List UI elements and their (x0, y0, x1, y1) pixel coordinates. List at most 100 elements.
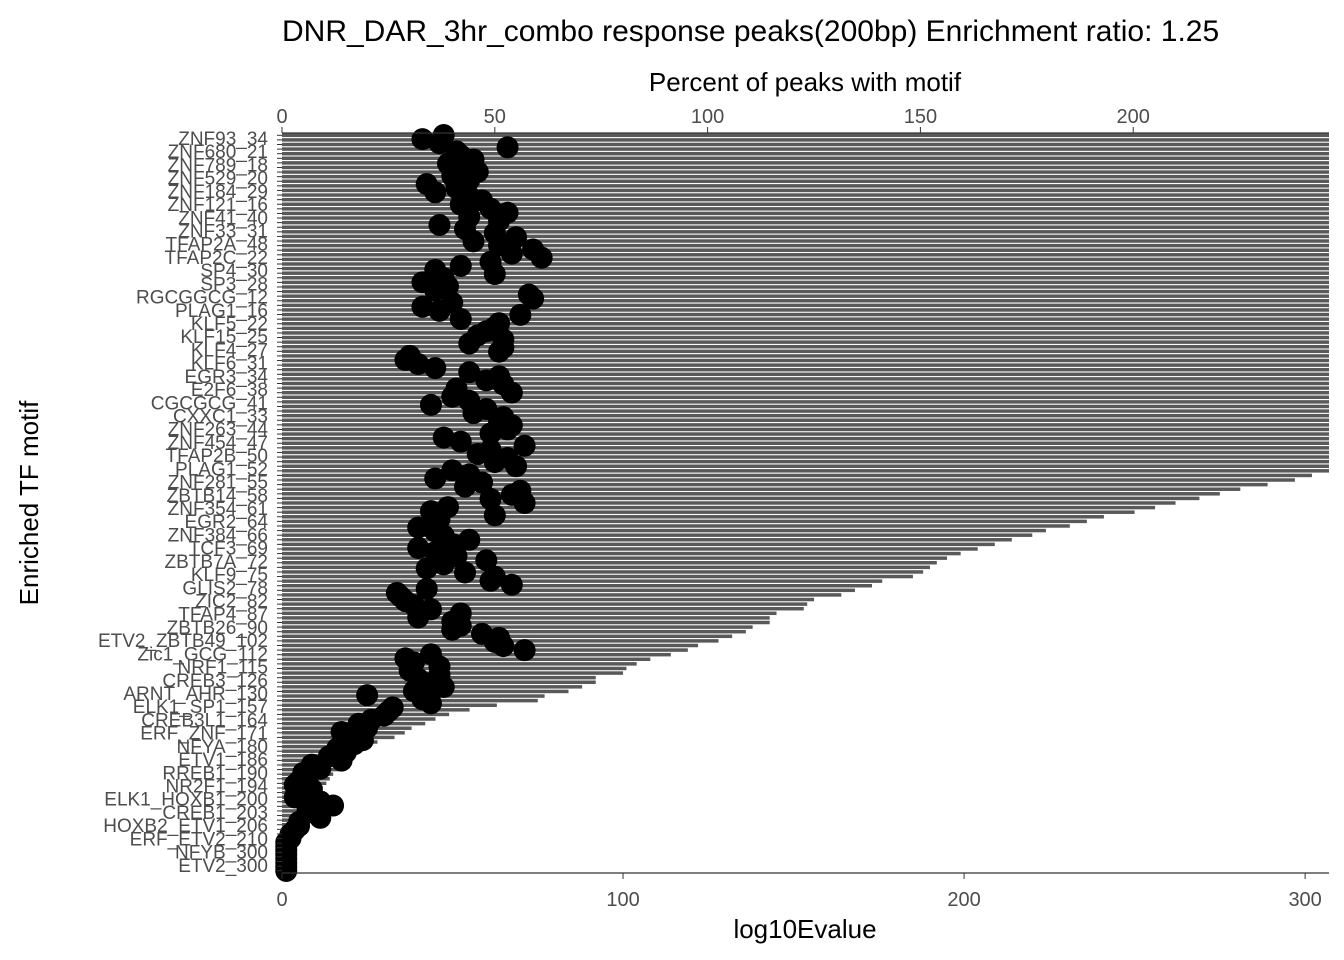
bar-49 (282, 358, 1329, 363)
point-180 (275, 859, 298, 882)
bar-17 (282, 211, 1329, 216)
y-label-12: RGCGGCG_12 (136, 288, 268, 309)
bar-55 (282, 386, 1329, 390)
bar-18 (282, 216, 1329, 220)
bar-29 (282, 266, 1329, 271)
bar-31 (282, 276, 1329, 280)
bar-106 (282, 620, 770, 625)
point-121 (441, 618, 464, 641)
point-135 (432, 675, 455, 698)
y-label-9: TFAP2C_22 (165, 248, 269, 269)
bar-30 (282, 271, 1329, 275)
bar-61 (282, 413, 1329, 418)
point-167 (309, 806, 332, 829)
y-label-3: ZNF529_20 (168, 169, 268, 190)
bar-112 (282, 648, 688, 652)
bar-2 (282, 142, 1329, 147)
bar-36 (282, 299, 1329, 303)
bar-94 (282, 565, 930, 570)
bar-84 (282, 519, 1087, 524)
point-153 (330, 749, 353, 772)
point-34 (483, 263, 506, 286)
bar-53 (282, 377, 1329, 381)
point-60 (475, 369, 498, 392)
point-30 (530, 246, 553, 269)
bar-23 (282, 239, 1329, 243)
y-label-18: EGR3_34 (185, 367, 269, 388)
point-57 (424, 357, 447, 380)
point-40 (522, 287, 545, 310)
bar-38 (282, 308, 1329, 312)
point-96 (407, 516, 430, 539)
point-104 (475, 549, 498, 572)
point-75 (449, 430, 472, 453)
point-29 (500, 242, 523, 265)
bar-77 (282, 487, 1241, 491)
bar-102 (282, 602, 808, 606)
point-105 (432, 553, 455, 576)
bar-93 (282, 561, 937, 565)
point-72 (496, 418, 519, 441)
bar-69 (282, 450, 1329, 455)
y-label-13: PLAG1_16 (175, 301, 268, 322)
bar-98 (282, 583, 872, 588)
y-label-24: TFAP2B_50 (166, 446, 268, 467)
y-label-16: KLF4_27 (191, 340, 268, 361)
point-44 (509, 303, 532, 326)
y-label-11: SP3_28 (200, 274, 268, 295)
point-74 (432, 426, 455, 449)
point-125 (492, 635, 515, 658)
x-axis-title: log10Evalue (733, 914, 876, 944)
bar-66 (282, 436, 1329, 441)
point-63 (500, 381, 523, 404)
y-label-54: NFYB_300 (175, 843, 268, 864)
point-101 (407, 536, 430, 559)
bar-88 (282, 538, 1012, 542)
point-107 (454, 561, 477, 584)
point-45 (449, 308, 472, 331)
bar-99 (282, 588, 855, 593)
y-label-26: ZNF281_55 (168, 473, 268, 494)
bar-115 (282, 662, 637, 666)
bar-65 (282, 432, 1329, 436)
y-label-55: ETV2_300 (178, 856, 268, 877)
y-label-42: ARNT_AHR_130 (123, 684, 268, 705)
bar-6 (282, 161, 1329, 165)
point-85 (471, 471, 494, 494)
y-label-19: E2F6_38 (191, 380, 268, 401)
y-label-36: TFAP4_87 (178, 605, 268, 626)
bar-75 (282, 478, 1295, 482)
point-64 (441, 385, 464, 408)
bar-4 (282, 151, 1329, 156)
bars-layer (282, 133, 1329, 873)
y-label-37: ZBTB26_90 (167, 618, 268, 639)
y-label-29: EGR2_64 (185, 512, 269, 533)
y-label-49: NR2F1_194 (166, 777, 269, 798)
chart-title: DNR_DAR_3hr_combo response peaks(200bp) … (282, 15, 1219, 48)
point-82 (441, 459, 464, 482)
bar-28 (282, 262, 1329, 266)
bar-52 (282, 372, 1329, 377)
y-label-45: ERF_ZNF_171 (140, 724, 268, 745)
bar-50 (282, 363, 1329, 367)
y-label-1: ZNF680_21 (168, 142, 268, 163)
y-label-47: ETV1_186 (178, 750, 268, 771)
y-label-33: KLF9_75 (191, 565, 268, 586)
bar-14 (282, 197, 1329, 202)
bar-76 (282, 482, 1268, 487)
bar-74 (282, 473, 1312, 478)
point-2 (428, 132, 451, 155)
bar-79 (282, 496, 1200, 501)
point-139 (419, 692, 442, 715)
y-label-7: ZNF33_31 (178, 222, 268, 243)
y-label-34: GLIS2_78 (182, 578, 268, 599)
y-label-20: CGCGCG_41 (151, 393, 268, 414)
y-label-10: SP4_30 (200, 261, 268, 282)
point-76 (513, 434, 536, 457)
bar-92 (282, 556, 948, 560)
bar-20 (282, 225, 1329, 229)
y-label-48: RREB1_190 (162, 763, 268, 784)
y-label-27: ZBTB14_58 (167, 486, 268, 507)
x2-tick-label-4: 200 (1117, 106, 1150, 128)
bar-60 (282, 409, 1329, 413)
